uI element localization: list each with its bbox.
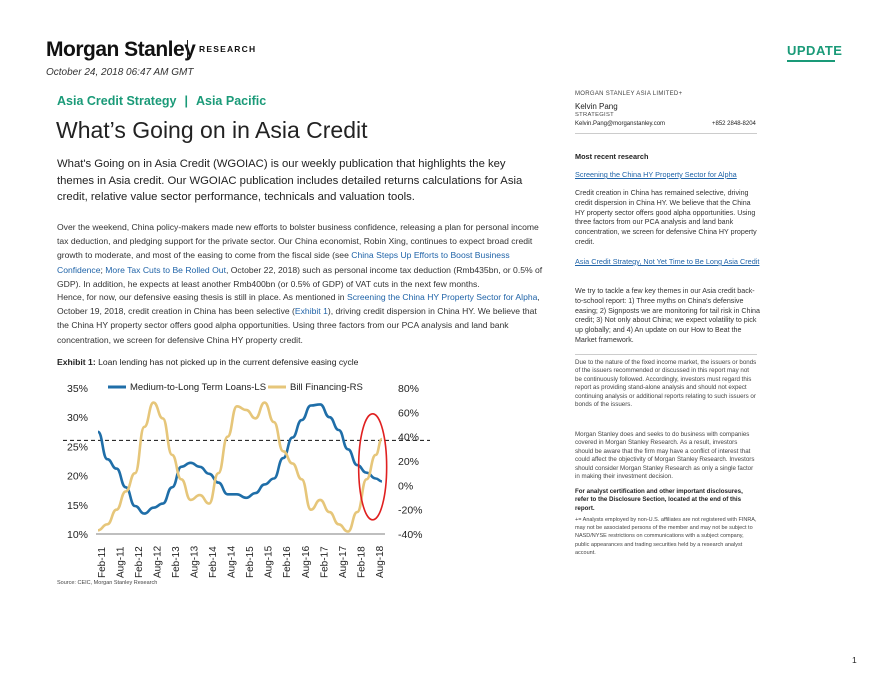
x-tick-label: Feb-12 [134,546,145,578]
x-tick-label: Aug-15 [264,545,275,578]
p2-text-c: ), driving credit dispersion in China HY… [57,306,537,345]
region-name: Asia Pacific [195,94,267,108]
x-tick-label: Feb-17 [319,546,330,578]
x-tick-label: Aug-16 [301,545,312,578]
x-tick-label: Feb-13 [171,546,182,578]
analyst-role: STRATEGIST [575,112,614,118]
x-tick-label: Aug-14 [227,545,238,578]
link-more-tax-cuts[interactable]: More Tax Cuts to Be Rolled Out [105,264,226,275]
morgan-stanley-logo: Morgan Stanley [46,38,196,61]
x-tick-label: Aug-17 [338,545,349,578]
link-screening-china-hy[interactable]: Screening the China HY Property Sector f… [346,292,538,302]
y-right-tick-label: -40% [398,529,423,541]
lead-paragraph: What's Going on in Asia Credit (WGOIAC) … [57,158,523,203]
publication-date: October 24, 2018 06:47 AM GMT [46,67,194,78]
recent-research-heading: Most recent research [575,152,649,161]
series-separator: | [184,94,188,108]
disclaimer-fixed-income: Due to the nature of the fixed income ma… [575,359,757,409]
disclaimer-conflict: Morgan Stanley does and seeks to do busi… [575,431,755,481]
analyst-email[interactable]: Kelvin.Pang@morganstanley.com [575,121,666,127]
analyst-entity: MORGAN STANLEY ASIA LIMITED+ [575,91,683,97]
series-name: Asia Credit Strategy [57,94,177,108]
report-title: What’s Going on in Asia Credit [56,117,368,143]
page-number: 1 [852,655,857,665]
recent-summary-1: Credit creation in China has remained se… [575,189,757,246]
sidebar-divider [575,133,757,134]
p1-text-a: Over the weekend, China policy-makers ma… [57,222,539,261]
series-medium-long-term-loans [96,403,383,515]
legend-label: Medium-to-Long Term Loans-LS [130,382,266,393]
body-paragraph-2: Hence, for now, our defensive easing the… [57,290,543,347]
y-left-tick-label: 30% [67,412,88,424]
body-paragraph-1: Over the weekend, China policy-makers ma… [57,220,543,291]
y-left-tick-label: 20% [67,471,88,483]
p2-text-a: Hence, for now, our defensive easing the… [57,292,347,302]
y-left-tick-label: 10% [67,529,88,541]
p1-text-c: , October 22, 2018) such as personal inc… [57,264,543,289]
chart-labels-layer: 35% 30% 25% 20% 15% 10% 80% 60% 40% 20% 0% -20% -40%… [67,382,423,578]
y-right-tick-label: 0% [398,480,413,492]
x-tick-label: Feb-16 [282,546,293,578]
series-bill-financing [97,401,383,533]
x-tick-label: Aug-18 [375,545,386,578]
y-left-tick-label: 25% [67,441,88,453]
research-label: RESEARCH [199,44,257,54]
chart-series-layer [96,401,383,533]
y-right-tick-label: 80% [398,383,419,395]
x-tick-label: Feb-15 [245,546,256,578]
analyst-name: Kelvin Pang [575,102,618,111]
disclaimer-certification: For analyst certification and other impo… [575,488,743,512]
y-right-tick-label: 40% [398,432,419,444]
logo-divider [187,40,188,58]
update-underline [787,60,835,62]
y-right-tick-label: -20% [398,505,423,517]
chart-source: Source: CEIC, Morgan Stanley Research [57,580,158,586]
x-tick-label: Aug-11 [116,546,127,578]
series-heading: Asia Credit Strategy | Asia Pacific [57,94,266,108]
y-right-tick-label: 60% [398,407,419,419]
legend-label: Bill Financing-RS [290,382,363,393]
x-tick-label: Feb-14 [208,546,219,578]
chart-axes-layer [63,439,430,535]
disclaimer-finra: += Analysts employed by non-U.S. affilia… [575,517,757,556]
exhibit-1-chart: 35% 30% 25% 20% 15% 10% 80% 60% 40% 20% 0% -20% -40%… [63,382,430,578]
x-tick-label: Feb-11 [97,547,108,578]
x-tick-label: Aug-12 [153,545,164,578]
exhibit-label: Exhibit 1: [57,357,96,367]
update-badge: UPDATE [787,43,843,58]
p2-text-b: , October 19, 2018, credit creation in C… [57,292,540,317]
p1-text-b: ; [100,264,106,275]
x-tick-label: Feb-18 [356,546,367,578]
highlight-circle [357,413,388,521]
recent-link-screening[interactable]: Screening the China HY Property Sector f… [575,170,737,179]
y-left-tick-label: 15% [67,500,88,512]
analyst-phone: +852 2848-8204 [712,121,756,127]
y-left-tick-label: 35% [67,383,88,395]
recent-summary-2: We try to tackle a few key themes in our… [575,287,760,344]
sidebar-divider-2 [575,354,757,355]
link-china-steps-up[interactable]: China Steps Up Efforts to Boost Business… [57,250,510,275]
recent-link-asia-credit[interactable]: Asia Credit Strategy, Not Yet Time to Be… [575,257,760,266]
x-tick-label: Aug-13 [190,545,201,578]
exhibit-title: Loan lending has not picked up in the cu… [98,357,359,367]
exhibit-caption: Exhibit 1: Loan lending has not picked u… [57,357,358,367]
y-right-tick-label: 20% [398,456,419,468]
link-exhibit-1[interactable]: Exhibit 1 [294,306,328,317]
